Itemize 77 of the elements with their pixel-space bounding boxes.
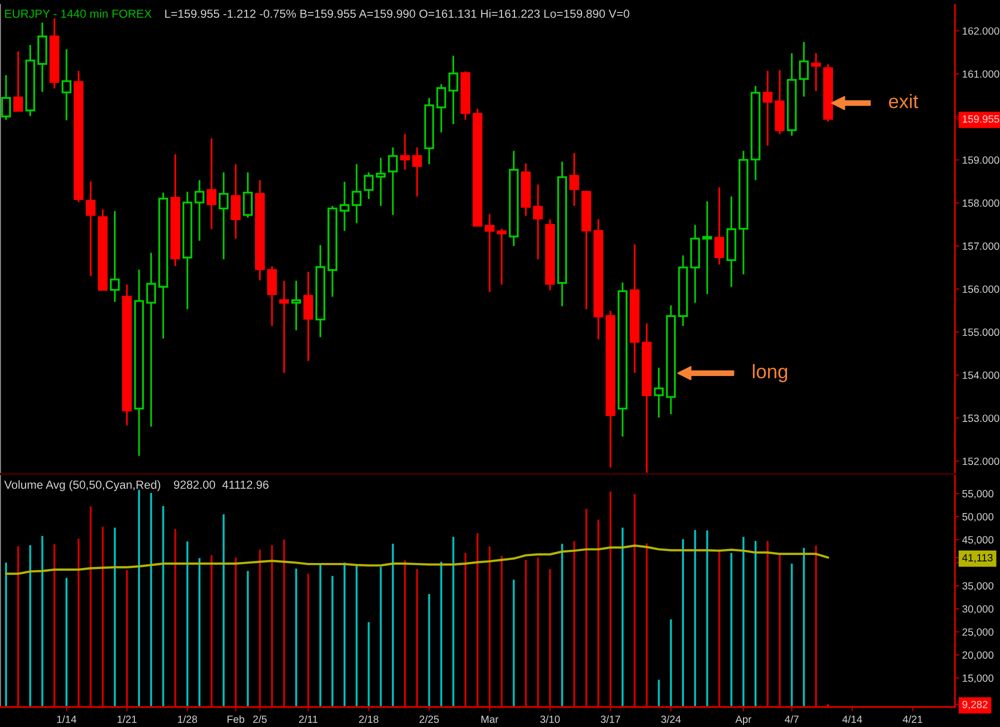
candlestick — [303, 270, 314, 362]
annotation: exit — [888, 94, 918, 108]
candlestick — [291, 280, 302, 332]
y-tick-label: 154.000 — [962, 372, 1000, 379]
candlestick — [714, 186, 724, 266]
y-tick-label: 156.000 — [962, 285, 1000, 293]
candlestick — [436, 83, 446, 134]
y-tick-label: 159.955 — [962, 115, 1000, 123]
chart-title: Volume Avg (50,50,Cyan,Red) — [4, 480, 160, 492]
candlestick — [533, 184, 543, 260]
y-tick-label: 152.000 — [962, 458, 1000, 465]
x-tick-label: Mar — [481, 716, 498, 723]
candlestick — [352, 163, 362, 224]
x-tick-label: 1/28 — [178, 715, 198, 723]
x-tick-label: 4/14 — [842, 715, 862, 723]
line-series — [4, 544, 830, 575]
chart-subtitle: L=159.955 -1.212 -0.75% B=159.955 A=159.990 O=161.131 Hi=161.223 Lo=159.890 V=0 — [165, 9, 630, 18]
candlestick — [230, 163, 241, 240]
candlestick — [340, 181, 350, 232]
y-tick-label: 9,282 — [962, 700, 988, 710]
y-tick-label: 30,000 — [962, 605, 994, 614]
candlestick — [13, 50, 24, 112]
candlestick — [702, 200, 712, 295]
y-tick-label: 35,000 — [962, 582, 994, 591]
y-tick-label: 155.000 — [962, 328, 1000, 336]
y-tick-label: 20,000 — [962, 651, 994, 660]
x-tick-label: 3/24 — [661, 715, 681, 723]
chart-subtitle: 9282.00 41112.96 — [174, 480, 268, 489]
y-tick-label: 162.000 — [962, 27, 1000, 35]
x-tick-label: 2/25 — [420, 715, 439, 723]
candlestick — [146, 252, 156, 428]
y-tick-label: 45,000 — [962, 536, 994, 545]
y-tick-label: 159.000 — [962, 156, 1000, 164]
candlestick — [448, 54, 458, 126]
annotation: long — [752, 364, 788, 382]
x-tick-label: Apr — [735, 716, 752, 726]
candlestick — [412, 146, 422, 198]
candlestick — [194, 179, 204, 242]
x-tick-label: 3/17 — [600, 715, 620, 723]
candlestick — [279, 280, 289, 374]
candlestick — [376, 156, 386, 207]
x-tick-label: 2/5 — [253, 715, 267, 723]
candlestick — [811, 52, 821, 92]
candlestick — [400, 133, 410, 171]
candlestick — [654, 366, 664, 418]
y-tick-label: 50,000 — [962, 513, 994, 522]
candlestick — [110, 210, 120, 303]
candlestick — [218, 172, 229, 260]
chart-title: EURJPY - 1440 min FOREX — [5, 9, 152, 18]
y-tick-label: 15,000 — [962, 674, 994, 684]
candlestick — [206, 138, 216, 230]
x-tick-label: 4/21 — [902, 715, 922, 723]
x-tick-label: 3/10 — [540, 715, 560, 723]
y-tick-label: 157.000 — [962, 242, 1000, 250]
candlestick — [62, 48, 72, 122]
candlestick — [496, 228, 507, 286]
candlestick — [762, 70, 773, 147]
x-tick-label: 2/18 — [359, 715, 378, 723]
candlestick — [799, 41, 809, 98]
x-tick-label: 1/21 — [118, 715, 137, 723]
candlestick — [242, 172, 253, 218]
y-tick-label: 158.000 — [962, 199, 1000, 207]
y-tick-label: 55,000 — [962, 490, 994, 499]
x-tick-label: 4/7 — [784, 715, 799, 723]
candlestick — [1, 74, 11, 121]
candlestick — [484, 213, 494, 293]
candlestick — [388, 146, 398, 216]
y-tick-label: 25,000 — [962, 628, 994, 637]
candlestick — [86, 180, 96, 277]
candlestick — [569, 152, 580, 207]
y-tick-label: 161.000 — [962, 70, 1000, 78]
candlestick — [364, 172, 374, 200]
x-tick-label: 2/11 — [299, 715, 318, 723]
y-tick-label: 153.000 — [962, 414, 1000, 422]
y-tick-label: 41,113 — [962, 554, 993, 563]
x-tick-label: Feb — [228, 715, 244, 723]
x-tick-label: 1/14 — [57, 715, 76, 723]
